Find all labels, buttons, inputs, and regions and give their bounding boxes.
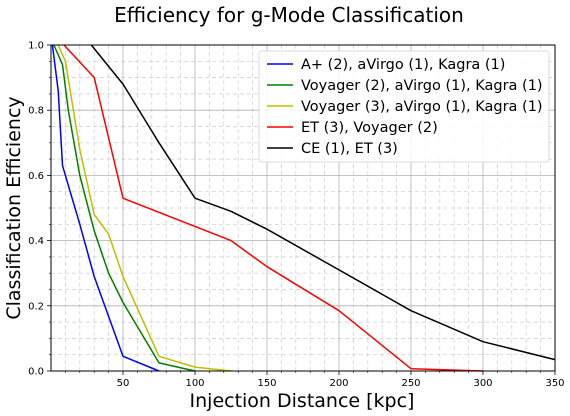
x-tick-label: 100 — [185, 378, 204, 389]
chart-title: Efficiency for g-Mode Classification — [114, 3, 464, 27]
series-line-5 — [90, 44, 556, 361]
legend-entry-5: CE (1), ET (3) — [301, 141, 398, 157]
legend-entry-3: Voyager (3), aVirgo (1), Kagra (1) — [301, 99, 543, 115]
x-tick-label: 350 — [545, 378, 564, 389]
series-line-4 — [63, 44, 484, 372]
legend: A+ (2), aVirgo (1), Kagra (1) Voyager (2)… — [258, 50, 550, 163]
x-tick-label: 300 — [473, 378, 492, 389]
series-line-1 — [51, 44, 160, 372]
y-tick-label: 1.0 — [28, 41, 44, 52]
y-tick-label: 0.6 — [28, 171, 44, 182]
legend-box — [258, 50, 550, 163]
legend-entry-1: A+ (2), aVirgo (1), Kagra (1) — [301, 57, 505, 73]
axis-ticks: 50 100 150 200 250 300 350 0.0 0.2 0.4 0.6 0.8 1.0 — [28, 41, 564, 390]
x-tick-label: 150 — [257, 378, 276, 389]
x-tick-label: 250 — [401, 378, 420, 389]
legend-entry-2: Voyager (2), aVirgo (1), Kagra (1) — [301, 78, 543, 94]
x-tick-label: 50 — [117, 378, 130, 389]
legend-entry-4: ET (3), Voyager (2) — [301, 120, 438, 136]
y-tick-label: 0.4 — [28, 236, 44, 247]
y-axis-label: Classification Efficiency — [3, 96, 25, 319]
x-tick-label: 200 — [329, 378, 348, 389]
y-tick-label: 0.0 — [28, 367, 44, 378]
x-axis-label: Injection Distance [kpc] — [190, 390, 415, 412]
y-tick-label: 0.8 — [28, 106, 44, 117]
series-lines — [51, 44, 556, 372]
y-tick-label: 0.2 — [28, 301, 44, 312]
series-line-2 — [53, 44, 196, 372]
series-line-3 — [57, 44, 232, 372]
